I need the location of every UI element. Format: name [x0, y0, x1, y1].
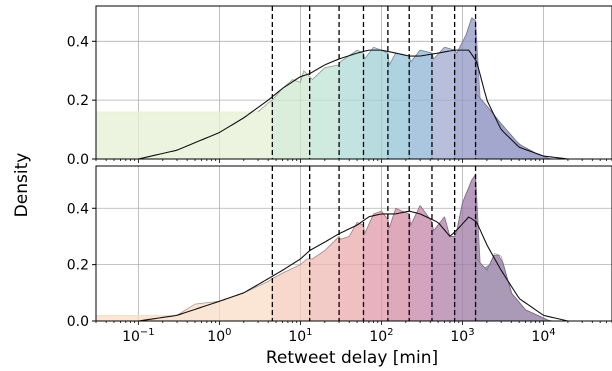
- y-tick-label: 0.4: [67, 34, 89, 50]
- density-segment: [431, 46, 456, 159]
- density-segment: [387, 52, 410, 159]
- x-axis-label: Retweet delay [min]: [266, 348, 438, 368]
- density-segment: [96, 99, 273, 159]
- plot-frame: [95, 165, 612, 322]
- panel-top: 0.0 0.2 0.4: [67, 5, 612, 168]
- y-tick-label: 0.0: [67, 152, 89, 168]
- density-segment: [309, 64, 340, 159]
- density-segment: [431, 216, 456, 321]
- y-tick-label: 0.4: [67, 201, 89, 217]
- y-tick-label: 0.2: [67, 93, 89, 109]
- y-axis-label: Density: [12, 153, 32, 218]
- density-segment: [454, 17, 476, 159]
- density-segment: [338, 49, 364, 159]
- panel-bottom: 0.0 0.2 0.4 10−1 100 101 102 103 104: [67, 165, 612, 345]
- density-segment: [408, 205, 433, 321]
- x-tick-label: 104: [531, 327, 555, 345]
- density-segment: [408, 49, 433, 159]
- x-tick-label: 100: [207, 327, 231, 345]
- density-segment: [363, 46, 389, 159]
- x-tick-label: 102: [369, 327, 393, 345]
- density-segment: [338, 222, 364, 321]
- density-segment: [271, 71, 311, 159]
- segments-bottom: [96, 173, 612, 321]
- y-tick-label: 0.0: [67, 314, 89, 330]
- plot-frame: [95, 5, 612, 160]
- x-tick-label: 101: [288, 327, 312, 345]
- kde-curve: [138, 210, 569, 321]
- x-tick-label: 10−1: [122, 327, 155, 345]
- density-segment: [271, 258, 311, 321]
- x-tick-label: 103: [450, 327, 474, 345]
- segments-top: [96, 17, 612, 159]
- density-segment: [96, 278, 273, 321]
- kde-curve: [138, 49, 568, 159]
- y-tick-label: 0.2: [67, 258, 89, 274]
- density-segment: [309, 235, 340, 321]
- density-segment: [387, 207, 410, 321]
